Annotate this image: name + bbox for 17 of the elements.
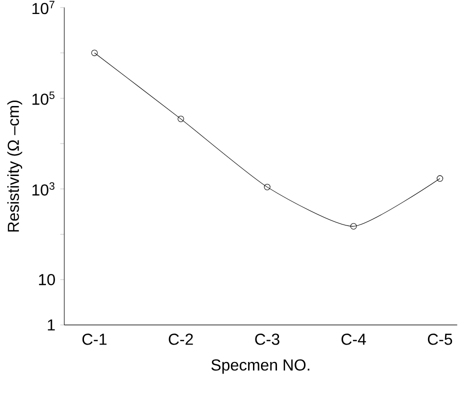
point [91, 50, 98, 56]
point [436, 175, 444, 182]
x-axis-title: Specmen NO. [211, 359, 310, 374]
y-tick-label: 10$^{5}$ [32, 92, 54, 105]
y-tick-label: 10$^{3}$ [32, 182, 54, 196]
x-tick-label: C-5 [428, 334, 452, 345]
point [350, 223, 357, 230]
y-tick-label: 1 [48, 319, 55, 330]
x-tick-label: C-2 [168, 334, 193, 345]
y-tick-label: 10$^{7}$ [32, 0, 54, 14]
x-tick-label: C-1 [82, 334, 107, 345]
point [264, 184, 270, 190]
y-axis-title: Resistivity (Ω –cm) [7, 100, 22, 232]
x-tick-label: C-3 [255, 334, 280, 345]
x-tick-label: C-4 [342, 334, 366, 345]
point [178, 116, 184, 122]
y-tick-label: 10 [39, 274, 55, 286]
